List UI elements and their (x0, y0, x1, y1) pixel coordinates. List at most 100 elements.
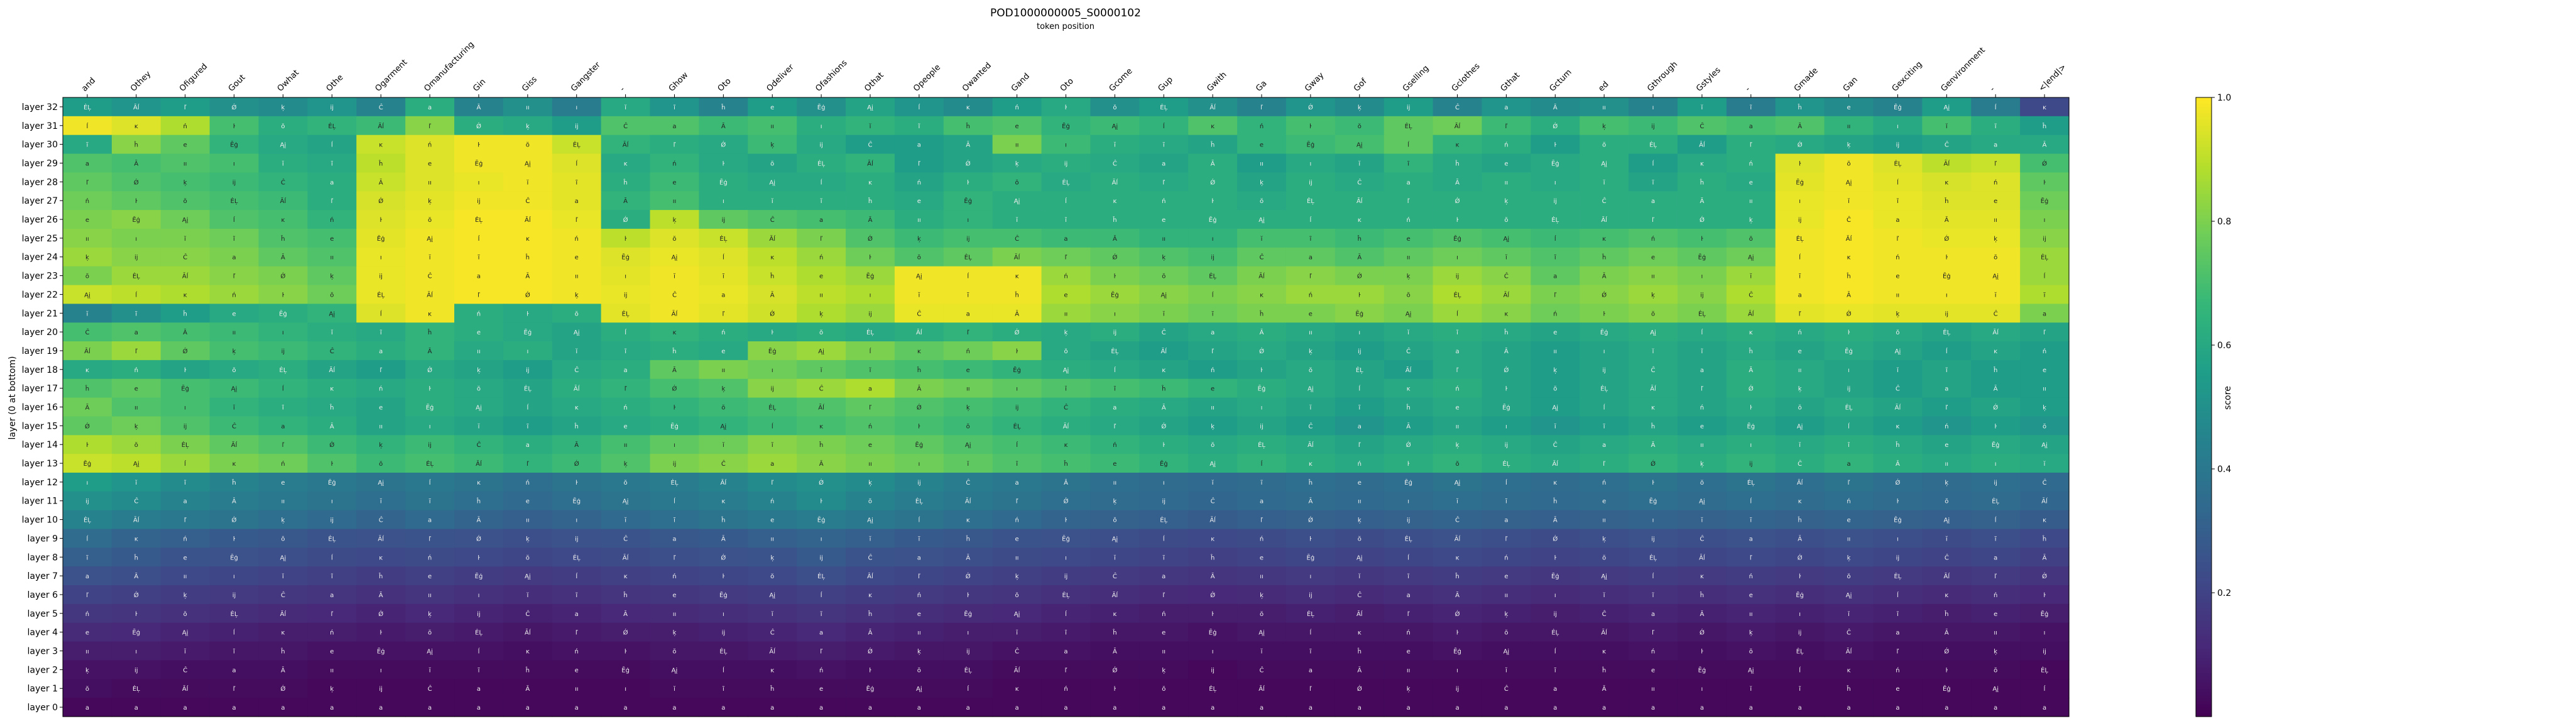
heatmap-cell (650, 210, 700, 229)
cell-text: ŀ (233, 536, 236, 542)
heatmap-cell (992, 285, 1042, 304)
cell-text: ĺ (184, 459, 186, 468)
colorbar-segment (2196, 564, 2212, 569)
colorbar-segment (2196, 385, 2212, 389)
cell-text: ĺ (1799, 666, 1801, 674)
cell-text: ĩ (1162, 142, 1165, 149)
heatmap-cell (1775, 454, 1825, 473)
heatmap-cell (1580, 116, 1629, 136)
heatmap-cell (650, 510, 700, 530)
heatmap-cell (1629, 472, 1678, 492)
heatmap-cell (1677, 529, 1727, 548)
x-tick-label: Gan (1842, 75, 1860, 94)
cell-text: ŏ (526, 554, 530, 561)
colorbar-segment (2196, 394, 2212, 399)
cell-text: ıı (1651, 686, 1655, 693)
heatmap-cell (846, 191, 895, 211)
cell-text: a (1455, 348, 1459, 355)
cell-text: Ēģ (1404, 478, 1412, 487)
cell-text: a (1749, 123, 1753, 130)
heatmap-cell (943, 472, 993, 492)
colorbar-segment (2196, 252, 2212, 256)
cell-text: Ąį (916, 686, 922, 693)
cell-text: ĖĻ (1551, 629, 1559, 637)
cell-text: a (330, 179, 334, 186)
cell-text: Ēģ (1209, 216, 1217, 224)
heatmap-cell (1580, 529, 1629, 548)
cell-text: ĭ (1505, 666, 1507, 674)
cell-text: Ā (574, 441, 579, 449)
cell-text: a (477, 705, 481, 712)
cell-text: ı (1554, 592, 1556, 599)
cell-text: ķ (183, 179, 187, 186)
cell-text: Ĉ (379, 103, 383, 111)
cell-text: ĩ (134, 311, 137, 317)
heatmap-cell (1433, 247, 1483, 267)
heatmap-cell (1482, 135, 1531, 155)
y-tick-label: layer 17 (22, 384, 58, 394)
heatmap-cell (601, 454, 651, 473)
heatmap-cell (1580, 247, 1629, 267)
cell-text: Ēģ (719, 178, 728, 186)
heatmap-cell (1971, 510, 2021, 530)
heatmap-cell (797, 491, 846, 511)
cell-text: Ā (1602, 272, 1607, 280)
cell-text: ıı (1211, 405, 1214, 412)
cell-text: ĭ (428, 254, 431, 261)
heatmap-cell (1482, 472, 1531, 492)
heatmap-cell (1726, 153, 1776, 173)
cell-text: ľ (1603, 461, 1605, 468)
cell-text: Ēģ (915, 441, 924, 449)
cell-text: ıı (1064, 311, 1068, 317)
cell-text: ľ (1016, 498, 1018, 505)
cell-text: a (624, 367, 628, 374)
heatmap-cell (1188, 378, 1238, 399)
cell-text: ĥ (1993, 366, 1997, 374)
cell-text: a (1798, 292, 1802, 299)
heatmap-cell (1188, 304, 1238, 323)
cell-text: ń (1945, 422, 1948, 430)
cell-text: ĺ (674, 497, 675, 505)
heatmap-cell (1580, 266, 1629, 286)
colorbar-segment (2196, 109, 2212, 114)
heatmap-cell (699, 491, 748, 511)
heatmap-cell (1824, 285, 1874, 304)
heatmap-cell (1188, 172, 1238, 192)
heatmap-cell (846, 454, 895, 473)
cell-text: ŀ (869, 667, 871, 674)
cell-text: ĩ (330, 160, 333, 167)
heatmap-cell (1775, 472, 1825, 492)
cell-text: ŏ (232, 366, 236, 374)
cell-text: ń (1896, 666, 1899, 674)
heatmap-cell (846, 491, 895, 511)
heatmap-cell (111, 491, 161, 511)
cell-text: ķ (2043, 405, 2046, 412)
heatmap-cell (1922, 135, 1972, 155)
colorbar-segment (2196, 707, 2212, 711)
colorbar-segment (2196, 277, 2212, 281)
cell-text: ıı (1749, 198, 1753, 205)
y-tick-label: layer 0 (28, 703, 58, 713)
colorbar-segment (2196, 540, 2212, 544)
x-tick-label: Genvironment (1940, 46, 1987, 94)
cell-text: ń (917, 591, 921, 599)
x-tick-label: Ga (1254, 79, 1269, 93)
cell-text: ĭ (624, 517, 626, 524)
heatmap-cell (1629, 116, 1678, 136)
cell-text: ıı (1994, 630, 1997, 637)
cell-text: ń (575, 648, 579, 656)
x-tick-label: Odeliver (765, 62, 796, 94)
cell-text: ĭ (281, 573, 284, 580)
colorbar-segment (2196, 463, 2212, 466)
colorbar-segment (2196, 292, 2212, 296)
cell-text: e (1602, 498, 1606, 505)
colorbar-segment (2196, 131, 2212, 135)
cell-text: ı (1212, 236, 1214, 243)
heatmap-cell (1334, 510, 1385, 530)
cell-text: a (672, 705, 676, 712)
cell-text: ıı (85, 236, 89, 243)
heatmap-cell (209, 491, 259, 511)
cell-text: Ĉ (770, 629, 775, 637)
cell-text: ĥ (1014, 290, 1018, 299)
cell-text: ĖĻ (1894, 159, 1901, 167)
